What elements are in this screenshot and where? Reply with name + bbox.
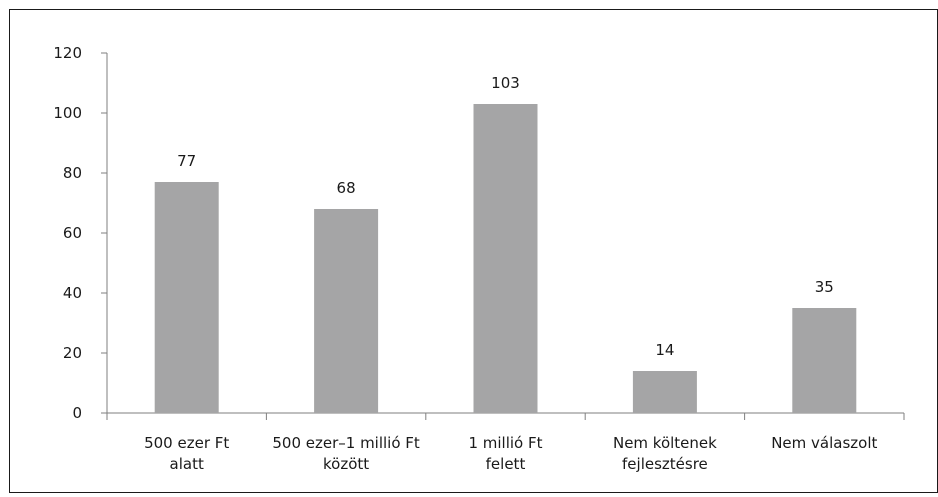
y-tick-label: 120 [53, 44, 82, 62]
bar [154, 182, 219, 413]
bar [792, 308, 857, 413]
bar [314, 209, 379, 413]
y-tick-label: 40 [63, 284, 82, 302]
data-label: 14 [655, 341, 674, 359]
data-labels: 77 68 103 14 35 [177, 74, 834, 359]
bars [154, 104, 857, 413]
y-tick-label: 80 [63, 164, 82, 182]
data-label: 68 [337, 179, 356, 197]
data-label: 35 [815, 278, 834, 296]
category-label: felett [486, 455, 526, 473]
category-label: 1 millió Ft [468, 434, 542, 452]
bar [473, 104, 538, 413]
y-tick-label: 20 [63, 344, 82, 362]
data-label: 77 [177, 152, 196, 170]
category-label: 500 ezer–1 millió Ft [272, 434, 420, 452]
bar [632, 371, 697, 413]
category-label: Nem költenek [613, 434, 717, 452]
category-labels: 500 ezer Ft alatt 500 ezer–1 millió Ft közö… [144, 434, 877, 473]
category-label: között [323, 455, 369, 473]
category-label: alatt [170, 455, 204, 473]
category-label: 500 ezer Ft [144, 434, 229, 452]
y-tick-label: 60 [63, 224, 82, 242]
data-label: 103 [491, 74, 520, 92]
x-axis [106, 412, 905, 420]
y-tick-label: 0 [72, 404, 82, 422]
y-axis: 0 20 40 60 80 100 120 [53, 44, 108, 422]
category-label: fejlesztésre [622, 455, 708, 473]
category-label: Nem válaszolt [771, 434, 877, 452]
y-tick-label: 100 [53, 104, 82, 122]
